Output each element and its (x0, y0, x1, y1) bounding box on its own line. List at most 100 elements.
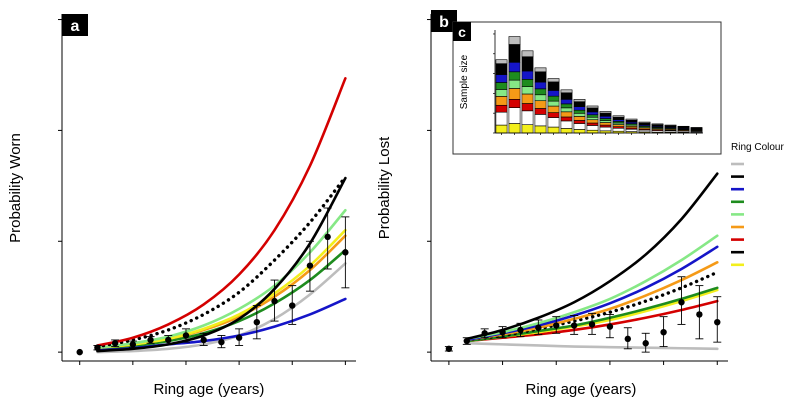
data-point (289, 302, 296, 309)
panel-b: b Ring age (years) Probability Lost (376, 10, 728, 398)
data-point (253, 318, 261, 326)
panel-b-label-box (431, 10, 457, 32)
bar-segment-lime (534, 94, 547, 102)
bar-segment-blue (495, 74, 508, 83)
data-point (235, 334, 243, 341)
data-point (588, 321, 596, 328)
bar-segment-barcode (690, 127, 703, 129)
bar-segment-red (534, 108, 547, 115)
data-point (570, 322, 578, 329)
bar-segment-orange (599, 122, 612, 126)
legend-items (731, 162, 744, 267)
bar-segment-white (508, 107, 521, 124)
bar-segment-white (521, 110, 534, 125)
panel-c-inset: c Sample size (452, 21, 722, 155)
bar-segment-red (560, 116, 573, 122)
data-point (445, 345, 453, 353)
bar-segment-green (495, 82, 508, 90)
bar-segment-black (599, 112, 612, 117)
bar-segment-barcode (586, 105, 599, 109)
data-point (463, 337, 470, 345)
panel-a-points (76, 207, 350, 356)
bar-segment-blue (560, 99, 573, 105)
panel-b-points (444, 276, 722, 353)
bar-segment-lime (508, 79, 521, 89)
bar-segment-black (495, 63, 508, 75)
panel-b-y-ticks (427, 19, 431, 353)
data-point (499, 328, 506, 336)
panel-a-label: a (71, 18, 80, 35)
bar-segment-white (547, 117, 560, 128)
panel-c-label: c (458, 24, 466, 40)
data-point (553, 322, 560, 329)
panel-b-y-axis-label: Probability Lost (376, 136, 393, 239)
series-line-white (95, 175, 348, 349)
bar-segment-lime (521, 86, 534, 95)
data-point (678, 299, 685, 306)
data-point (696, 311, 703, 318)
bar-segment-blue (573, 106, 586, 111)
bar-segment-orange (521, 93, 534, 104)
data-point (218, 338, 225, 346)
bar-segment-barcode (677, 125, 690, 128)
panel-b-label: b (439, 14, 449, 31)
bar-segment-orange (573, 116, 586, 121)
data-point (714, 318, 721, 326)
bar-segment-lime (573, 112, 586, 117)
data-point (306, 262, 314, 269)
legend-title: Ring Colour (731, 142, 784, 153)
panel-a-y-ticks (58, 19, 62, 353)
bar-segment-blue (599, 115, 612, 119)
bar-segment-white (599, 126, 612, 132)
bar-segment-barcode (651, 123, 664, 125)
data-point (129, 341, 137, 348)
bar-segment-red (508, 99, 521, 108)
bar-segment-lime (495, 89, 508, 97)
bar-segment-barcode (495, 59, 508, 64)
bar-segment-barcode (599, 111, 612, 114)
panel-c-y-ticks (493, 33, 495, 134)
panel-c-y-axis-label: Sample size (459, 54, 470, 109)
bar-segment-white (560, 120, 573, 129)
bar-segment-barcode (560, 89, 573, 94)
bar-segment-black (534, 71, 547, 83)
bar-segment-green (560, 103, 573, 109)
bar-segment-yellow (495, 124, 508, 134)
series-line-black (465, 172, 719, 341)
bar-segment-yellow (560, 128, 573, 134)
data-point (481, 330, 488, 337)
bar-segment-green (547, 95, 560, 102)
data-point (94, 344, 101, 351)
bar-segment-black (560, 92, 573, 100)
bar-segment-blue (534, 81, 547, 90)
bar-segment-barcode (664, 124, 677, 127)
panel-a-series (95, 77, 348, 354)
panel-a-y-axis-label: Probability Worn (7, 133, 24, 243)
bar-segment-yellow (534, 125, 547, 134)
bar-segment-lime (586, 116, 599, 121)
data-point (200, 336, 207, 344)
bar-segment-lime (560, 107, 573, 113)
bar-segment-blue (508, 61, 521, 73)
bar-segment-orange (547, 105, 560, 113)
bar-segment-white (625, 128, 638, 132)
bar-segment-barcode (534, 67, 547, 73)
bar-segment-orange (612, 124, 625, 127)
series-line-barcode (465, 341, 719, 351)
panel-a-label-box (62, 14, 88, 36)
bar-segment-green (534, 88, 547, 96)
bar-segment-barcode (521, 50, 534, 58)
panel-b-x-ticks (448, 361, 718, 365)
bar-segment-white (573, 123, 586, 130)
bar-segment-barcode (638, 121, 651, 124)
panel-c-frame (452, 21, 722, 155)
bar-segment-barcode (625, 118, 638, 121)
bar-segment-orange (495, 96, 508, 106)
bar-segment-yellow (586, 129, 599, 134)
series-line-red (96, 77, 347, 347)
bar-segment-green (573, 109, 586, 114)
data-point (182, 332, 190, 339)
bar-segment-black (573, 101, 586, 107)
bar-segment-white (534, 114, 547, 127)
